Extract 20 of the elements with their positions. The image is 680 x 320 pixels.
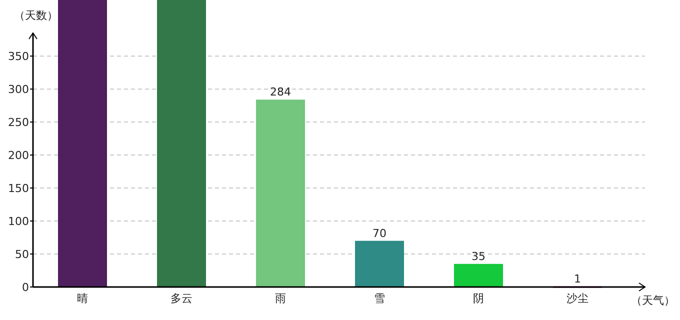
data-label: 284 bbox=[270, 86, 291, 99]
x-tick-label: 雪 bbox=[374, 292, 385, 305]
data-label: 70 bbox=[372, 226, 386, 240]
x-tick-label: 多云 bbox=[170, 292, 192, 305]
data-label: 35 bbox=[472, 250, 486, 263]
y-tick-label: 250 bbox=[8, 116, 29, 130]
x-tick-label: 沙尘 bbox=[566, 292, 588, 305]
y-tick-label: 300 bbox=[8, 83, 29, 96]
x-tick-label: 雨 bbox=[275, 292, 286, 305]
y-tick-label: 350 bbox=[8, 50, 29, 64]
x-tick-label: 阴 bbox=[473, 292, 484, 305]
x-axis-title: （天气） bbox=[631, 294, 675, 307]
y-tick-label: 100 bbox=[8, 215, 29, 228]
y-tick-label: 200 bbox=[8, 149, 29, 162]
y-tick-label: 50 bbox=[15, 248, 29, 262]
y-tick-label: 0 bbox=[22, 281, 29, 294]
x-tick-label: 晴 bbox=[77, 292, 88, 305]
y-tick-label: 150 bbox=[8, 182, 29, 196]
y-axis-title: （天数） bbox=[14, 9, 58, 22]
data-label: 1 bbox=[574, 272, 581, 286]
